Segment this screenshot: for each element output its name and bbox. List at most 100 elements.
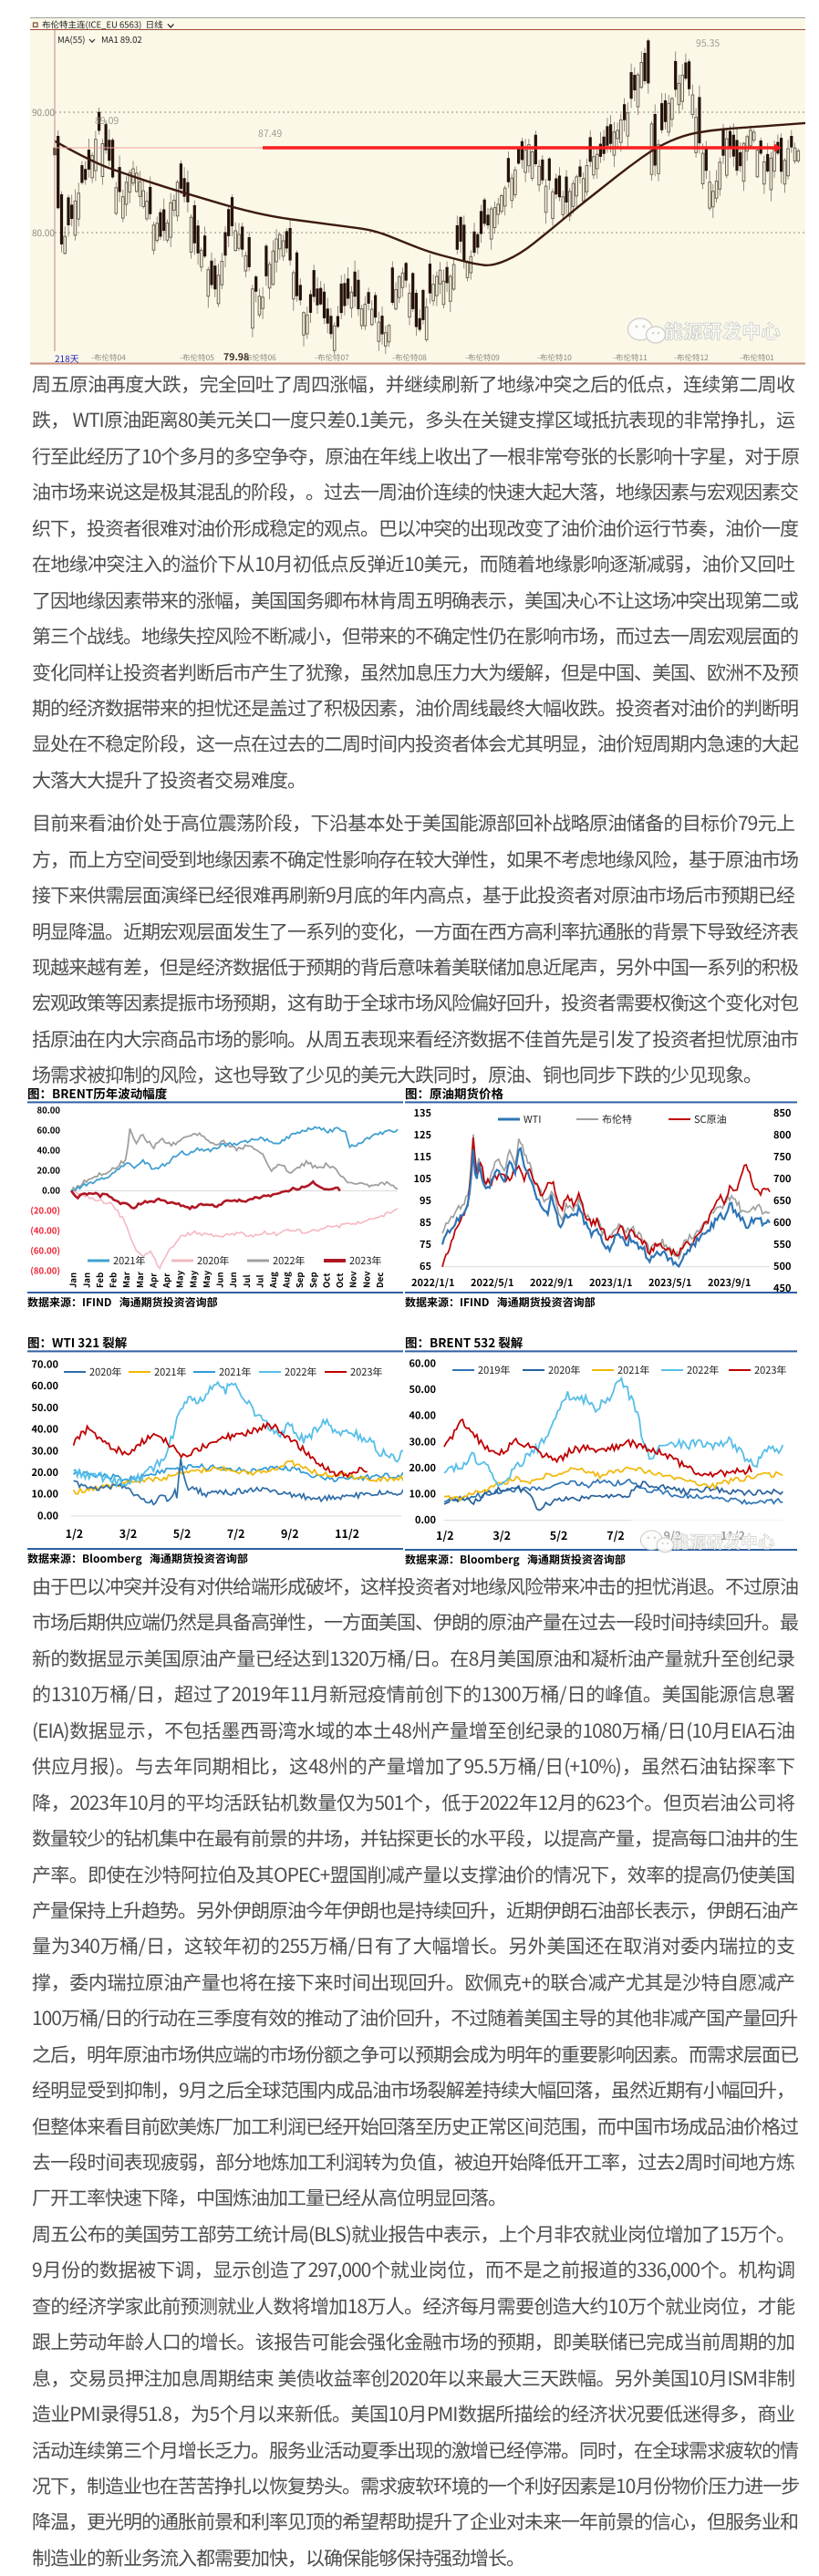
svg-text:105: 105 <box>414 1171 431 1186</box>
svg-text:2023/5/1: 2023/5/1 <box>648 1275 691 1290</box>
svg-text:2023年: 2023年 <box>754 1363 786 1377</box>
svg-text:0.00: 0.00 <box>415 1512 436 1527</box>
svg-text:85: 85 <box>420 1215 431 1230</box>
svg-text:95.35: 95.35 <box>696 36 720 50</box>
svg-text:图：WTI 321 裂解: 图：WTI 321 裂解 <box>27 1335 128 1351</box>
svg-text:2022年: 2022年 <box>687 1363 719 1377</box>
svg-text:Feb: Feb <box>93 1272 106 1288</box>
svg-text:WTI: WTI <box>524 1112 541 1127</box>
svg-text:May: May <box>186 1270 199 1288</box>
svg-text:数据来源：IFIND 海通期货投资咨询部: 数据来源：IFIND 海通期货投资咨询部 <box>405 1294 596 1310</box>
svg-text:700: 700 <box>773 1171 791 1186</box>
svg-text:1/2: 1/2 <box>66 1524 84 1542</box>
svg-text:Dec: Dec <box>373 1272 386 1288</box>
svg-text:75: 75 <box>420 1237 431 1252</box>
svg-text:10.00: 10.00 <box>31 1487 58 1501</box>
svg-text:9/2: 9/2 <box>281 1524 299 1542</box>
svg-text:能源研发中心: 能源研发中心 <box>672 1530 775 1553</box>
svg-text:3/2: 3/2 <box>119 1524 138 1542</box>
svg-text:30.00: 30.00 <box>31 1443 58 1458</box>
svg-text:500: 500 <box>773 1259 791 1273</box>
svg-text:90.00: 90.00 <box>32 105 55 119</box>
svg-text:Nov: Nov <box>359 1271 372 1288</box>
svg-text:20.00: 20.00 <box>31 1465 58 1480</box>
svg-text:2019年: 2019年 <box>478 1363 510 1377</box>
svg-text:May: May <box>200 1270 213 1288</box>
svg-text:60.00: 60.00 <box>36 1123 60 1136</box>
svg-text:Aug: Aug <box>266 1272 279 1289</box>
svg-text:Oct: Oct <box>333 1273 346 1288</box>
svg-text:89.09: 89.09 <box>95 114 119 128</box>
svg-text:7/2: 7/2 <box>227 1524 245 1542</box>
svg-text:Mar: Mar <box>133 1271 146 1288</box>
svg-text:2020年: 2020年 <box>548 1363 580 1377</box>
svg-text:80.00: 80.00 <box>32 225 55 239</box>
svg-text:2023/1/1: 2023/1/1 <box>589 1275 632 1290</box>
svg-text:(60.00): (60.00) <box>30 1244 60 1257</box>
svg-text:135: 135 <box>414 1106 431 1120</box>
svg-text:2021年: 2021年 <box>113 1253 145 1268</box>
svg-text:Sep: Sep <box>293 1272 306 1288</box>
svg-text:2020年: 2020年 <box>197 1253 229 1268</box>
svg-text:布伦特主连(ICE_EU 6563) 日线: 布伦特主连(ICE_EU 6563) 日线 <box>42 18 163 31</box>
svg-text:Jun: Jun <box>213 1272 226 1288</box>
svg-text:数据来源：Bloomberg 海通期货投资咨询部: 数据来源：Bloomberg 海通期货投资咨询部 <box>405 1552 626 1567</box>
svg-text:能源研发中心: 能源研发中心 <box>664 317 781 345</box>
svg-text:图：原油期货价格: 图：原油期货价格 <box>405 1086 503 1102</box>
svg-text:Jul: Jul <box>253 1275 265 1288</box>
svg-text:Oct: Oct <box>320 1273 333 1288</box>
svg-text:2023年: 2023年 <box>350 1365 382 1379</box>
svg-text:30.00: 30.00 <box>409 1434 436 1449</box>
svg-text:Mar: Mar <box>119 1271 132 1288</box>
svg-text:(40.00): (40.00) <box>30 1224 60 1237</box>
svg-text:MA(55): MA(55) <box>57 33 85 46</box>
svg-text:800: 800 <box>773 1127 791 1142</box>
svg-text:(80.00): (80.00) <box>30 1264 60 1277</box>
svg-text:95: 95 <box>420 1193 431 1208</box>
svg-text:40.00: 40.00 <box>409 1408 436 1423</box>
svg-text:2023/9/1: 2023/9/1 <box>708 1275 751 1290</box>
svg-text:11/2: 11/2 <box>335 1524 359 1542</box>
svg-text:50.00: 50.00 <box>31 1400 58 1415</box>
svg-text:7/2: 7/2 <box>606 1526 625 1543</box>
svg-text:2020年: 2020年 <box>89 1365 121 1379</box>
svg-text:Jul: Jul <box>240 1275 253 1288</box>
svg-text:40.00: 40.00 <box>36 1143 60 1156</box>
svg-text:60.00: 60.00 <box>409 1356 436 1371</box>
svg-text:-布伦特06: -布伦特06 <box>242 352 276 363</box>
svg-text:115: 115 <box>414 1149 431 1164</box>
svg-text:2022/5/1: 2022/5/1 <box>471 1275 513 1290</box>
svg-text:87.49: 87.49 <box>258 127 282 140</box>
svg-text:Jan: Jan <box>79 1272 92 1288</box>
svg-text:2021年: 2021年 <box>154 1365 186 1379</box>
svg-text:20.00: 20.00 <box>36 1163 60 1176</box>
svg-text:-布伦特09: -布伦特09 <box>465 352 500 363</box>
svg-text:Aug: Aug <box>280 1272 293 1289</box>
svg-text:-布伦特11: -布伦特11 <box>613 352 648 363</box>
svg-text:May: May <box>173 1270 186 1288</box>
svg-text:-布伦特10: -布伦特10 <box>537 352 572 363</box>
svg-text:70.00: 70.00 <box>31 1357 58 1372</box>
svg-text:50.00: 50.00 <box>409 1382 436 1397</box>
svg-text:79.98: 79.98 <box>223 350 249 364</box>
svg-text:2021年: 2021年 <box>219 1365 251 1379</box>
svg-text:Jun: Jun <box>226 1272 239 1288</box>
svg-text:图：BRENT历年波动幅度: 图：BRENT历年波动幅度 <box>27 1086 168 1102</box>
svg-text:60.00: 60.00 <box>31 1378 58 1393</box>
svg-text:2022/9/1: 2022/9/1 <box>530 1275 573 1290</box>
svg-text:850: 850 <box>773 1106 791 1120</box>
svg-text:-布伦特04: -布伦特04 <box>91 352 126 363</box>
svg-text:1/2: 1/2 <box>436 1526 454 1543</box>
svg-text:布伦特: 布伦特 <box>602 1112 632 1127</box>
svg-text:-布伦特07: -布伦特07 <box>315 352 349 363</box>
svg-text:3/2: 3/2 <box>492 1526 511 1543</box>
svg-text:SC原油: SC原油 <box>694 1112 727 1127</box>
svg-text:图：BRENT 532 裂解: 图：BRENT 532 裂解 <box>405 1335 524 1351</box>
svg-text:2022/1/1: 2022/1/1 <box>411 1275 454 1290</box>
svg-text:Jan: Jan <box>67 1272 79 1288</box>
svg-text:0.00: 0.00 <box>42 1183 60 1196</box>
svg-text:-布伦特01: -布伦特01 <box>740 352 774 363</box>
svg-text:-布伦特08: -布伦特08 <box>392 352 427 363</box>
svg-text:0.00: 0.00 <box>37 1508 58 1522</box>
svg-text:40.00: 40.00 <box>31 1422 58 1437</box>
